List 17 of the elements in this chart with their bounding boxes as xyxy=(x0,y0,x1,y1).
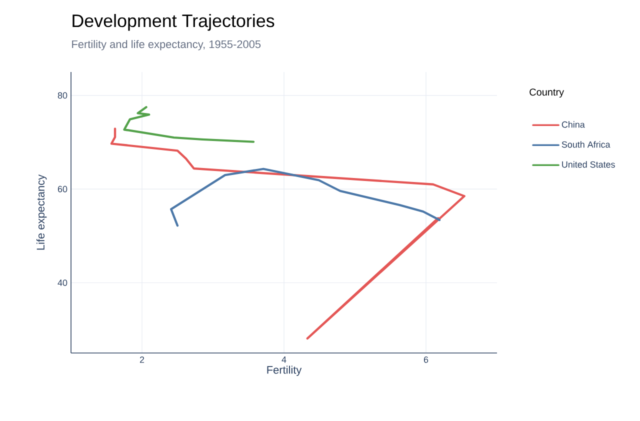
legend-label: South Africa xyxy=(562,141,610,148)
chart-subtitle: Fertility and life expectancy, 1955-2005 xyxy=(72,40,261,50)
legend-label: United States xyxy=(562,161,615,168)
line-series xyxy=(170,168,441,227)
x-tick-label: 6 xyxy=(424,356,428,363)
line-series xyxy=(123,106,255,143)
x-axis-title: Fertility xyxy=(267,366,302,376)
y-axis-title: Life expectancy xyxy=(36,174,47,250)
legend-title: Country xyxy=(530,88,564,98)
x-tick-label: 2 xyxy=(140,356,144,363)
y-tick-label: 80 xyxy=(58,92,68,99)
y-tick-label: 60 xyxy=(58,186,68,192)
legend-label: China xyxy=(562,121,585,128)
chart-title: Development Trajectories xyxy=(72,14,274,31)
line-series xyxy=(110,128,466,340)
x-tick-label: 4 xyxy=(282,356,286,363)
y-tick-label: 40 xyxy=(58,280,68,286)
